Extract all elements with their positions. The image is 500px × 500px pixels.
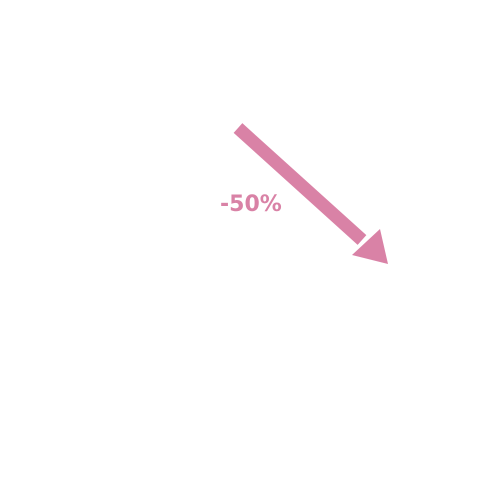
percent-change-label: -50%	[220, 192, 282, 217]
arrow-head	[352, 229, 388, 264]
arrow-shaft	[233, 123, 367, 245]
